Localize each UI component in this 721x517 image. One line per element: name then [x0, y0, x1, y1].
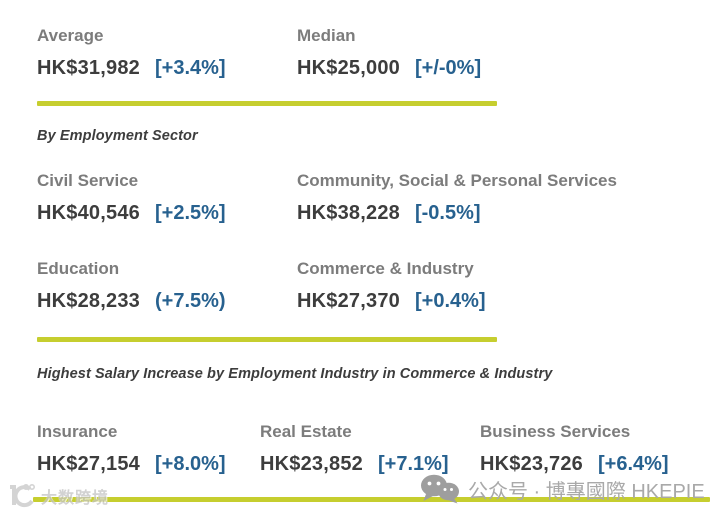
stat-business-services: Business Services HK$23,726 [+6.4%]	[480, 422, 669, 476]
stat-education-value: HK$28,233	[37, 290, 140, 312]
stat-community-services-label: Community, Social & Personal Services	[297, 171, 617, 190]
dashukuajing-watermark: 大数跨境	[4, 483, 109, 509]
stat-civil-service-change: [+2.5%]	[154, 202, 226, 224]
stat-median: Median HK$25,000 [+/-0%]	[297, 26, 481, 80]
stat-real-estate-label: Real Estate	[260, 422, 352, 441]
stat-community-services-change: [-0.5%]	[414, 202, 481, 224]
stat-average: Average HK$31,982 [+3.4%]	[37, 26, 226, 80]
stat-real-estate-change: [+7.1%]	[377, 453, 449, 475]
stat-civil-service-value: HK$40,546	[37, 202, 140, 224]
stat-civil-service-label: Civil Service	[37, 171, 139, 190]
divider-bottom	[33, 497, 710, 502]
stat-median-change: [+/-0%]	[414, 57, 482, 79]
stat-insurance-label: Insurance	[37, 422, 118, 441]
divider-middle	[37, 337, 497, 342]
stat-insurance: Insurance HK$27,154 [+8.0%]	[37, 422, 226, 476]
stat-community-services-value: HK$38,228	[297, 202, 400, 224]
stat-insurance-change: [+8.0%]	[154, 453, 226, 475]
wechat-icon	[420, 474, 460, 504]
stat-real-estate: Real Estate HK$23,852 [+7.1%]	[260, 422, 449, 476]
stat-education: Education HK$28,233 (+7.5%)	[37, 259, 226, 313]
wechat-watermark-text: 公众号 · 博專國際 HKEPIE	[468, 480, 705, 503]
stat-business-services-change: [+6.4%]	[597, 453, 669, 475]
stat-education-label: Education	[37, 259, 120, 278]
wechat-watermark: 公众号 · 博專國際 HKEPIE	[420, 474, 705, 504]
stat-business-services-label: Business Services	[480, 422, 631, 441]
dashukuajing-logo-icon	[4, 483, 38, 509]
section-heading-employment-sector: By Employment Sector	[37, 128, 198, 144]
stat-civil-service: Civil Service HK$40,546 [+2.5%]	[37, 171, 226, 225]
stat-commerce-industry: Commerce & Industry HK$27,370 [+0.4%]	[297, 259, 486, 313]
stat-median-value: HK$25,000	[297, 57, 400, 79]
stat-commerce-industry-label: Commerce & Industry	[297, 259, 474, 278]
stat-average-change: [+3.4%]	[154, 57, 226, 79]
section-heading-highest-increase: Highest Salary Increase by Employment In…	[37, 366, 553, 382]
stat-average-value: HK$31,982	[37, 57, 140, 79]
stat-commerce-industry-change: [+0.4%]	[414, 290, 486, 312]
stat-real-estate-value: HK$23,852	[260, 453, 363, 475]
divider-top	[37, 101, 497, 106]
stat-education-change: (+7.5%)	[154, 290, 226, 312]
stat-commerce-industry-value: HK$27,370	[297, 290, 400, 312]
stat-average-label: Average	[37, 26, 104, 45]
dashukuajing-watermark-text: 大数跨境	[41, 490, 110, 507]
stat-median-label: Median	[297, 26, 356, 45]
stat-business-services-value: HK$23,726	[480, 453, 583, 475]
stat-community-services: Community, Social & Personal Services HK…	[297, 171, 617, 225]
stat-insurance-value: HK$27,154	[37, 453, 140, 475]
